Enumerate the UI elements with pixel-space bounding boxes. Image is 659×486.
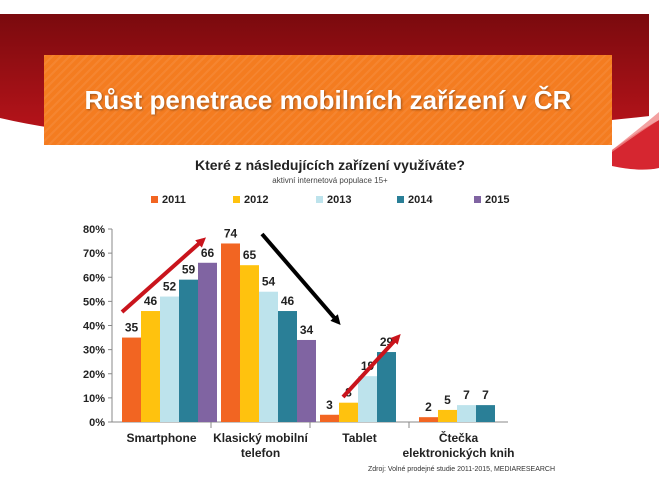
legend-label-2015: 2015 [485, 194, 509, 206]
y-tick-label: 70% [83, 248, 105, 260]
chart-title: Které z následujících zařízení využíváte… [195, 157, 465, 173]
title-banner: Růst penetrace mobilních zařízení v ČR [44, 55, 612, 145]
data-label: 74 [224, 226, 238, 240]
legend-swatch-2013 [316, 196, 323, 203]
data-label: 35 [125, 321, 139, 335]
bar-2011-2 [320, 414, 339, 422]
data-label: 65 [243, 248, 257, 262]
y-tick-label: 40% [83, 321, 105, 333]
y-tick-label: 30% [83, 345, 105, 357]
data-label: 34 [300, 323, 314, 337]
legend-label-2012: 2012 [244, 194, 268, 206]
bar-2013-2 [358, 376, 377, 422]
y-tick-label: 80% [83, 224, 105, 236]
right-swoosh-pink [612, 112, 659, 152]
chart-subtitle: aktivní internetová populace 15+ [272, 176, 388, 185]
bar-2013-3 [457, 405, 476, 422]
legend-label-2014: 2014 [408, 194, 433, 206]
bar-2011-0 [122, 337, 141, 422]
trend-arrows [120, 232, 401, 399]
category-label: Smartphone [126, 431, 196, 445]
legend-label-2011: 2011 [162, 194, 186, 206]
bar-2011-3 [419, 417, 438, 422]
bars: 354652596674655446343819292577 [122, 226, 495, 422]
trend-arrow-up [341, 334, 401, 399]
y-tick-label: 60% [83, 272, 105, 284]
legend-swatch-2014 [397, 196, 404, 203]
legend-swatch-2015 [474, 196, 481, 203]
bar-2012-0 [141, 311, 160, 422]
bar-2013-1 [259, 291, 278, 422]
data-label: 5 [444, 393, 451, 407]
legend: 2011 2012 2013 2014 2015 [151, 194, 509, 206]
y-tick-label: 10% [83, 393, 105, 405]
right-swoosh-red [612, 120, 659, 170]
bar-2014-0 [179, 279, 198, 422]
category-label: Čtečka [439, 430, 479, 445]
category-label: Klasický mobilní [213, 431, 308, 445]
y-axis: 0% 10% 20% 30% 40% 50% 60% 70% 80% Smartphone Klas… [83, 224, 515, 460]
legend-swatch-2011 [151, 196, 158, 203]
category-label: elektronických knih [402, 446, 514, 460]
source-note: Zdroj: Volné prodejné studie 2011-2015, … [368, 466, 556, 473]
y-tick-label: 50% [83, 296, 105, 308]
data-label: 54 [262, 275, 276, 289]
bar-2012-1 [240, 265, 259, 422]
data-label: 7 [482, 388, 489, 402]
data-label: 46 [144, 294, 158, 308]
slide-title: Růst penetrace mobilních zařízení v ČR [84, 84, 572, 115]
y-tick-label: 0% [89, 417, 105, 429]
data-label: 59 [182, 263, 196, 277]
data-label: 52 [163, 280, 177, 294]
bar-2014-3 [476, 405, 495, 422]
data-label: 7 [463, 388, 470, 402]
y-tick-label: 20% [83, 369, 105, 381]
bar-2012-3 [438, 409, 457, 422]
trend-arrow-up [120, 237, 206, 314]
data-label: 3 [326, 398, 333, 412]
data-label: 66 [201, 246, 215, 260]
data-label: 46 [281, 294, 295, 308]
bar-2011-1 [221, 243, 240, 422]
data-label: 19 [361, 359, 375, 373]
bar-2015-1 [297, 339, 316, 422]
bar-2014-2 [377, 352, 396, 422]
bar-2015-0 [198, 262, 217, 422]
data-label: 2 [425, 400, 432, 414]
category-label: Tablet [342, 431, 376, 445]
legend-label-2013: 2013 [327, 194, 351, 206]
trend-arrow-down [260, 232, 341, 326]
bar-2012-2 [339, 402, 358, 422]
bar-2014-1 [278, 311, 297, 422]
category-label: telefon [241, 446, 280, 460]
legend-swatch-2012 [233, 196, 240, 203]
bar-2013-0 [160, 296, 179, 422]
